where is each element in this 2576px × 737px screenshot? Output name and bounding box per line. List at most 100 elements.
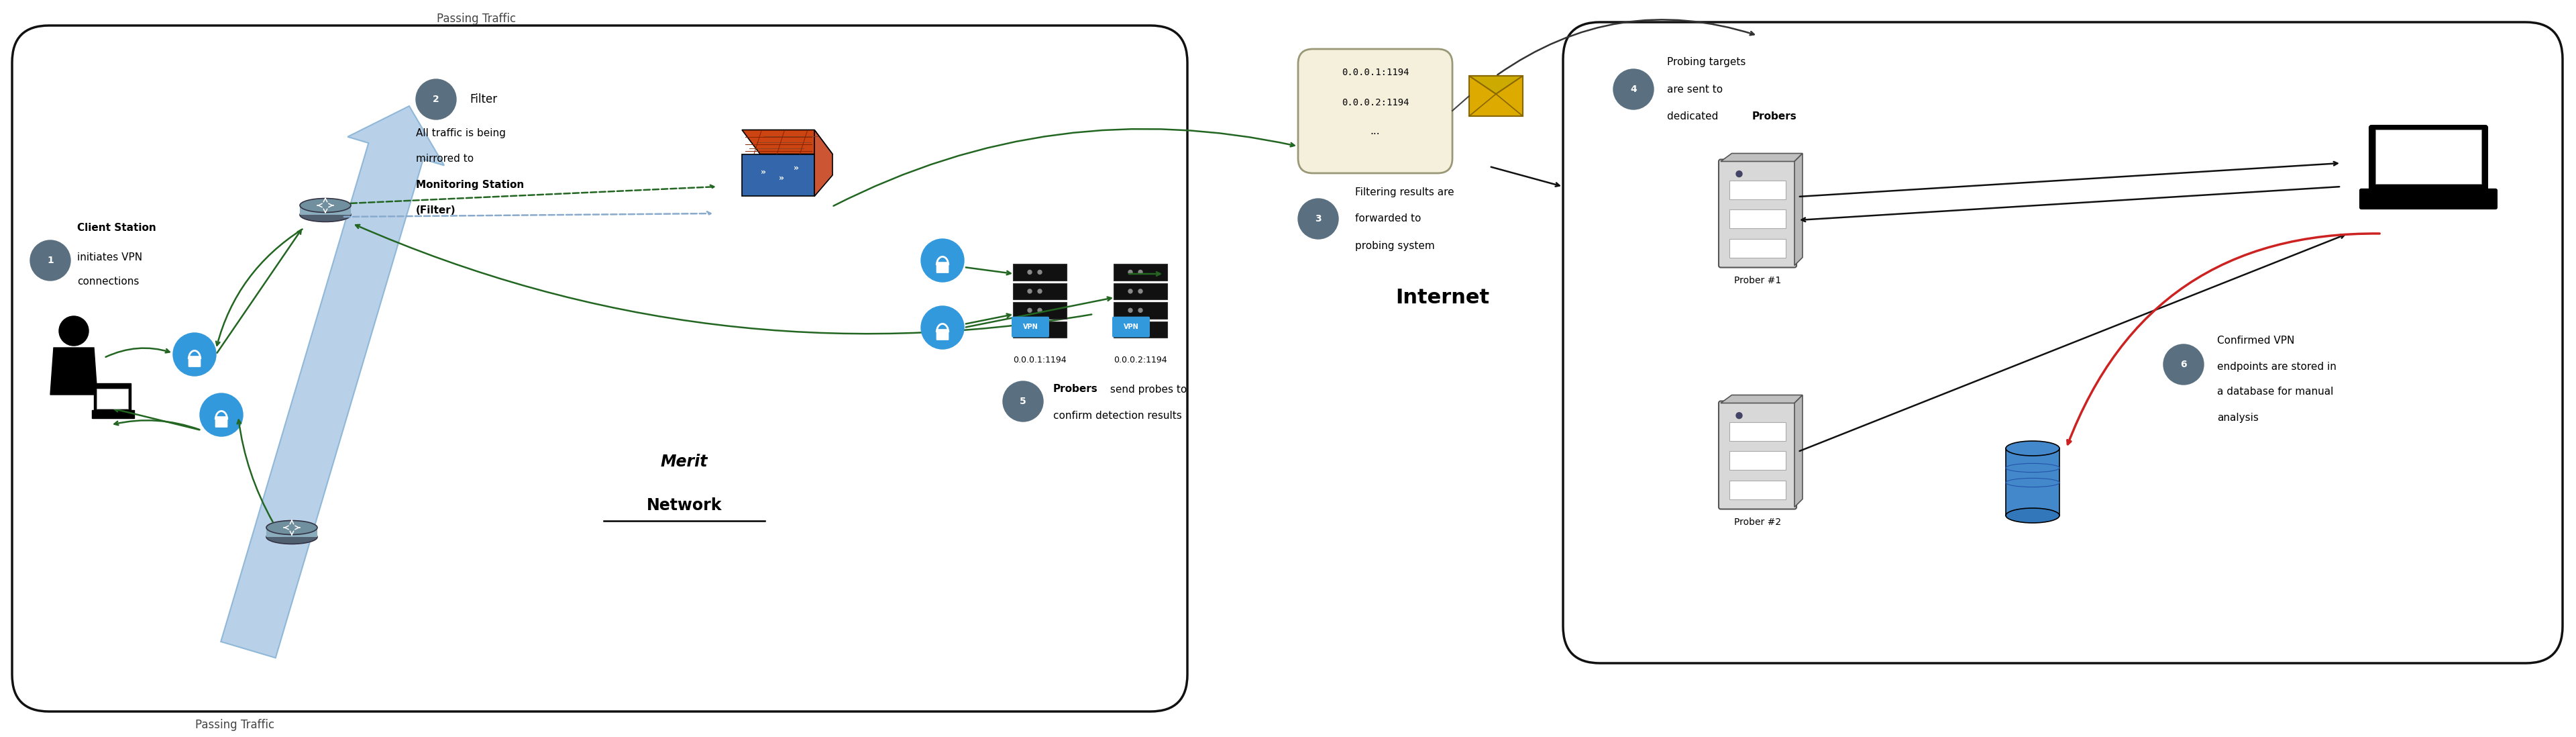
FancyBboxPatch shape (1564, 22, 2563, 663)
Circle shape (59, 316, 88, 346)
Text: Probers: Probers (1752, 111, 1798, 121)
Bar (1468, 76, 1522, 116)
Bar (1012, 302, 1066, 318)
Polygon shape (1795, 395, 1803, 507)
Text: initiates VPN: initiates VPN (77, 252, 142, 262)
Text: confirm detection results: confirm detection results (1054, 411, 1182, 421)
Circle shape (1139, 270, 1141, 274)
Circle shape (1038, 289, 1041, 293)
Polygon shape (52, 348, 98, 395)
Bar (2375, 130, 2481, 184)
Text: Merit: Merit (659, 454, 708, 470)
Bar (1728, 181, 1785, 199)
Bar (1728, 239, 1785, 257)
Text: dedicated: dedicated (1667, 111, 1721, 121)
Text: 2: 2 (433, 94, 440, 104)
Text: Internet: Internet (1396, 287, 1489, 307)
Circle shape (415, 79, 456, 119)
Text: 3: 3 (1314, 214, 1321, 223)
Text: ...: ... (1370, 127, 1381, 136)
Polygon shape (814, 130, 832, 196)
Ellipse shape (299, 198, 350, 212)
Bar (1113, 321, 1167, 338)
Text: VPN: VPN (1123, 324, 1139, 330)
Text: All traffic is being: All traffic is being (415, 128, 505, 138)
Text: analysis: analysis (2218, 413, 2259, 422)
Circle shape (1139, 327, 1141, 332)
Text: »: » (793, 164, 799, 172)
Circle shape (1128, 289, 1133, 293)
Text: are sent to: are sent to (1667, 84, 1723, 94)
Text: (Filter): (Filter) (415, 205, 456, 215)
Circle shape (1128, 270, 1133, 274)
Circle shape (1736, 171, 1741, 177)
Bar (1012, 264, 1066, 280)
Ellipse shape (299, 208, 350, 222)
Bar (93, 410, 134, 418)
Text: forwarded to: forwarded to (1355, 214, 1422, 224)
Circle shape (1298, 199, 1340, 239)
Ellipse shape (2007, 441, 2058, 455)
Text: 0.0.0.2:1194: 0.0.0.2:1194 (1113, 355, 1167, 364)
Bar (1113, 283, 1167, 299)
Text: »: » (778, 174, 783, 183)
Circle shape (1128, 327, 1133, 332)
Text: endpoints are stored in: endpoints are stored in (2218, 361, 2336, 371)
Text: Probing targets: Probing targets (1667, 57, 1747, 68)
Bar (265, 528, 317, 537)
Bar (1728, 209, 1785, 228)
Circle shape (1028, 289, 1033, 293)
Bar (299, 206, 350, 214)
Circle shape (2164, 344, 2202, 385)
Circle shape (1139, 289, 1141, 293)
Bar (1728, 451, 1785, 470)
Circle shape (922, 239, 963, 282)
Text: probing system: probing system (1355, 241, 1435, 251)
Text: Confirmed VPN: Confirmed VPN (2218, 336, 2295, 346)
Polygon shape (742, 130, 832, 154)
Text: a database for manual: a database for manual (2218, 387, 2334, 397)
FancyBboxPatch shape (2360, 189, 2496, 209)
Bar (1113, 264, 1167, 280)
Ellipse shape (265, 520, 317, 534)
Text: 4: 4 (1631, 85, 1636, 94)
Text: connections: connections (77, 277, 139, 287)
Text: Network: Network (647, 497, 721, 514)
Bar (2007, 448, 2058, 515)
Polygon shape (742, 154, 814, 196)
Text: 1: 1 (46, 256, 54, 265)
Circle shape (1139, 308, 1141, 312)
FancyBboxPatch shape (188, 356, 201, 367)
Ellipse shape (2007, 508, 2058, 523)
Text: Passing Traffic: Passing Traffic (196, 719, 276, 731)
Ellipse shape (265, 530, 317, 544)
Circle shape (1028, 270, 1033, 274)
Text: send probes to: send probes to (1108, 384, 1188, 394)
Polygon shape (1721, 153, 1803, 161)
Circle shape (173, 333, 216, 376)
Circle shape (1038, 308, 1041, 312)
Bar (1728, 481, 1785, 499)
Text: 6: 6 (2179, 360, 2187, 369)
Text: 0.0.0.2:1194: 0.0.0.2:1194 (1342, 98, 1409, 108)
Circle shape (31, 240, 70, 281)
Bar (1012, 283, 1066, 299)
Text: Filtering results are: Filtering results are (1355, 187, 1453, 197)
Circle shape (1038, 270, 1041, 274)
FancyBboxPatch shape (1718, 401, 1795, 509)
FancyBboxPatch shape (938, 329, 948, 340)
Text: VPN: VPN (1023, 324, 1038, 330)
Text: 0.0.0.1:1194: 0.0.0.1:1194 (1012, 355, 1066, 364)
Circle shape (922, 306, 963, 349)
Circle shape (1028, 308, 1033, 312)
FancyBboxPatch shape (2370, 125, 2488, 191)
Text: Prober #1: Prober #1 (1734, 276, 1780, 285)
Polygon shape (1721, 395, 1803, 403)
FancyBboxPatch shape (938, 262, 948, 273)
Circle shape (1038, 327, 1041, 332)
FancyArrow shape (222, 106, 443, 658)
FancyBboxPatch shape (1012, 317, 1048, 338)
Circle shape (1002, 381, 1043, 422)
Circle shape (1128, 308, 1133, 312)
Text: Passing Traffic: Passing Traffic (438, 13, 515, 25)
